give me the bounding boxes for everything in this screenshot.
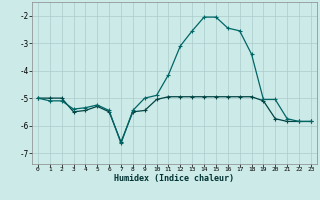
X-axis label: Humidex (Indice chaleur): Humidex (Indice chaleur)	[115, 174, 234, 183]
